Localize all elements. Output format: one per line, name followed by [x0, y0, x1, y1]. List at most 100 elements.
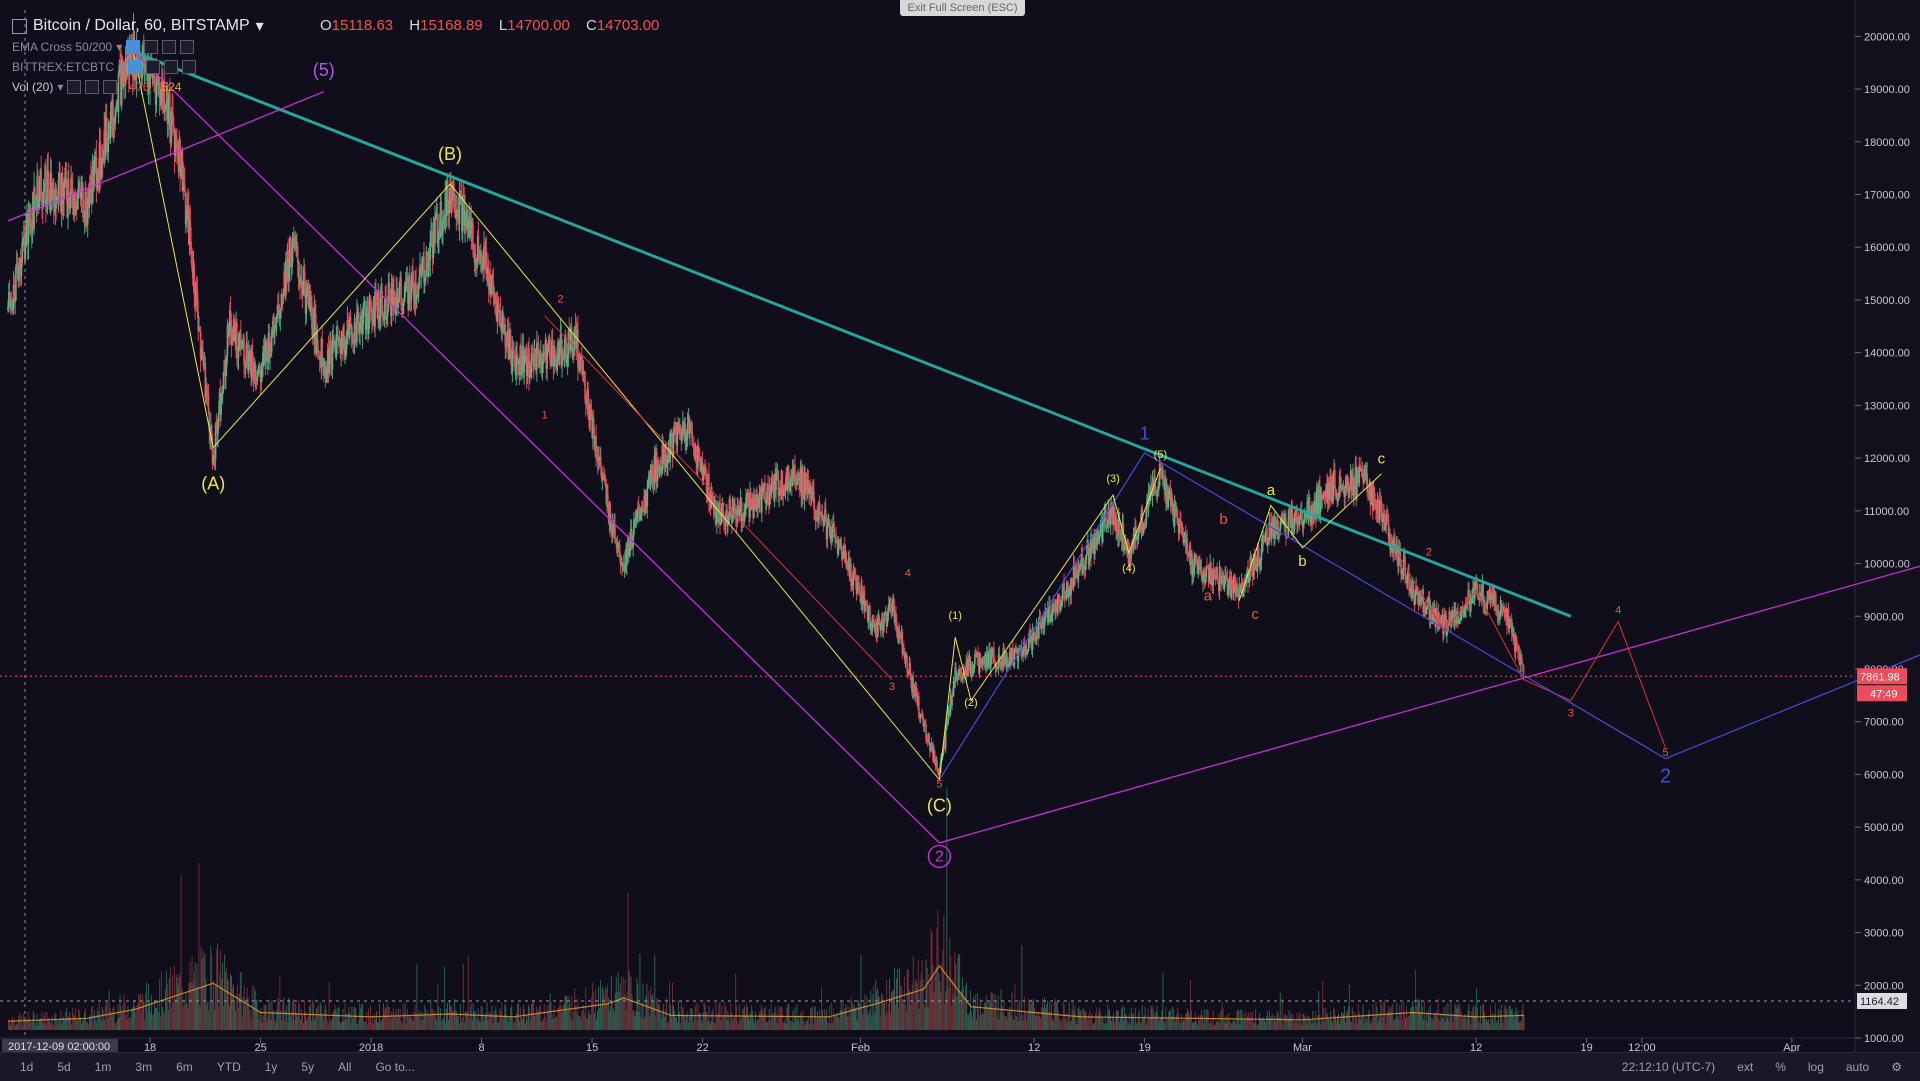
volume-bar	[1416, 1006, 1417, 1030]
volume-bar	[762, 1009, 763, 1030]
volume-bar	[1083, 1009, 1084, 1030]
volume-bar	[1035, 1016, 1036, 1030]
volume-bar	[1421, 1000, 1422, 1030]
volume-bar	[1027, 1011, 1028, 1030]
volume-bar	[1036, 1014, 1037, 1030]
volume-bar	[1353, 1011, 1354, 1030]
volume-bar	[723, 1017, 724, 1030]
volume-bar	[714, 1024, 715, 1030]
volume-bar	[1390, 1012, 1391, 1030]
volume-bar	[535, 1013, 536, 1030]
volume-bar	[1312, 1011, 1313, 1030]
volume-bar	[589, 1014, 590, 1030]
volume-bar	[542, 1022, 543, 1030]
volume-bar	[355, 1008, 356, 1030]
volume-bar	[838, 1017, 839, 1030]
volume-bar	[414, 1005, 415, 1030]
volume-bar	[1029, 1000, 1030, 1030]
volume-bar	[269, 999, 270, 1030]
volume-bar	[527, 1020, 528, 1030]
volume-bar	[1116, 1010, 1117, 1030]
y-tick-label: 13000.00	[1864, 400, 1910, 412]
volume-bar	[118, 1004, 119, 1030]
volume-bar	[860, 955, 861, 1030]
volume-bar	[1500, 1010, 1501, 1030]
candle-body	[883, 613, 885, 623]
volume-bar	[1096, 1008, 1097, 1030]
volume-bar	[214, 1010, 215, 1030]
volume-bar	[710, 1024, 711, 1030]
volume-bar	[483, 1015, 484, 1030]
volume-bar	[273, 1011, 274, 1030]
volume-bar	[1388, 1005, 1389, 1030]
volume-bar	[733, 1018, 734, 1030]
volume-bar	[293, 999, 294, 1030]
volume-bar	[1177, 1008, 1178, 1030]
volume-bar	[546, 1022, 547, 1030]
volume-bar	[868, 1012, 869, 1030]
volume-bar	[1257, 1025, 1258, 1030]
volume-bar	[612, 1002, 613, 1030]
volume-bar	[1032, 1001, 1033, 1030]
volume-bar	[1301, 1022, 1302, 1030]
volume-bar	[234, 1000, 235, 1030]
volume-bar	[1428, 1009, 1429, 1030]
volume-bar	[968, 1015, 969, 1030]
volume-bar	[133, 1000, 134, 1030]
volume-bar	[865, 1009, 866, 1030]
volume-bar	[53, 1025, 54, 1030]
volume-bar	[365, 1022, 366, 1030]
volume-bar	[192, 957, 193, 1030]
volume-bar	[595, 989, 596, 1030]
volume-bar	[1346, 1013, 1347, 1030]
volume-bar	[744, 1006, 745, 1030]
volume-bar	[966, 983, 967, 1030]
volume-bar	[701, 1020, 702, 1030]
volume-bar	[581, 1010, 582, 1030]
volume-bar	[883, 1004, 884, 1030]
volume-bar	[289, 1000, 290, 1030]
volume-bar	[35, 1025, 36, 1030]
volume-bar	[124, 1002, 125, 1030]
volume-bar	[187, 1003, 188, 1030]
volume-bar	[431, 1009, 432, 1030]
volume-bar	[1227, 1015, 1228, 1030]
volume-bar	[306, 1021, 307, 1030]
volume-bar	[1277, 1011, 1278, 1030]
volume-bar	[514, 1023, 515, 1030]
volume-bar	[1195, 1011, 1196, 1030]
volume-bar	[718, 1004, 719, 1030]
volume-bar	[761, 1005, 762, 1030]
volume-bar	[983, 1014, 984, 1030]
volume-bar	[641, 1003, 642, 1030]
volume-bar	[897, 969, 898, 1030]
volume-bar	[131, 1009, 132, 1030]
volume-bar	[1184, 1020, 1185, 1030]
volume-bar	[726, 1020, 727, 1030]
volume-bar	[877, 988, 878, 1030]
volume-bar	[1345, 1022, 1346, 1030]
volume-bar	[1101, 1018, 1102, 1030]
volume-bar	[446, 1009, 447, 1030]
volume-bar	[1493, 1022, 1494, 1030]
volume-bar	[330, 1021, 331, 1030]
volume-bar	[1186, 1013, 1187, 1030]
volume-bar	[1321, 1020, 1322, 1030]
volume-bar	[760, 1011, 761, 1030]
volume-bar	[310, 1004, 311, 1030]
volume-bar	[652, 994, 653, 1030]
volume-bar	[672, 982, 673, 1030]
volume-bar	[1296, 1021, 1297, 1030]
volume-bar	[661, 1018, 662, 1030]
volume-bar	[152, 1015, 153, 1030]
volume-bar	[940, 992, 941, 1030]
volume-bar	[708, 1021, 709, 1030]
volume-bar	[990, 1001, 991, 1030]
volume-bar	[1005, 1016, 1006, 1030]
volume-bar	[129, 1017, 130, 1030]
volume-bar	[1247, 1016, 1248, 1030]
volume-bar	[1343, 1014, 1344, 1030]
volume-bar	[1068, 1014, 1069, 1030]
volume-bar	[634, 1010, 635, 1030]
